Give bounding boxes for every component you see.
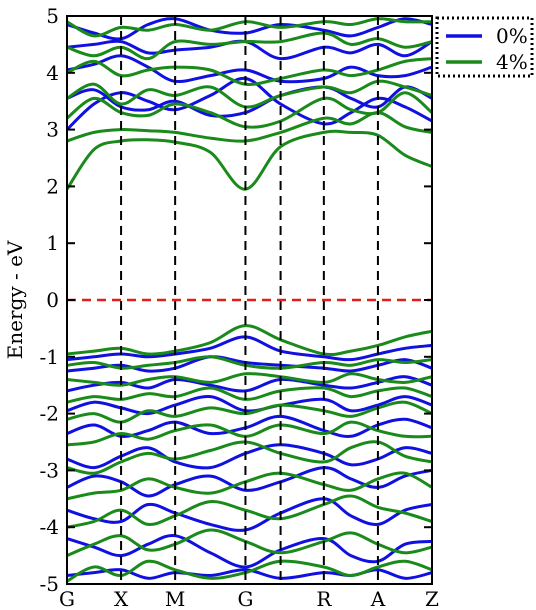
y-tick-label: 2	[46, 174, 59, 198]
x-tick-label: G	[59, 587, 75, 610]
y-tick-label: -4	[40, 515, 59, 539]
legend: 0% 4%	[435, 16, 534, 78]
y-tick-label: 4	[46, 61, 59, 85]
legend-label-4pct: 4%	[496, 50, 528, 74]
x-tick-label: A	[370, 587, 386, 610]
y-tick-label: -2	[40, 402, 59, 426]
x-tick-label: Z	[425, 587, 439, 610]
y-tick-label: -3	[40, 458, 59, 482]
x-tick-label: G	[237, 587, 253, 610]
y-axis-label: Energy - eV	[3, 240, 27, 359]
k-point-lines	[120, 16, 379, 584]
x-tick-label: M	[165, 587, 185, 610]
legend-box	[435, 16, 534, 78]
y-axis-ticks: -5 -4 -3 -2 -1 0 1 2 3 4 5	[40, 4, 432, 596]
x-tick-label: R	[316, 587, 332, 610]
y-tick-label: 5	[46, 4, 59, 28]
y-tick-label: -5	[40, 572, 59, 596]
band-line	[67, 494, 432, 529]
x-tick-label: X	[114, 587, 129, 610]
y-tick-label: -1	[40, 345, 59, 369]
y-tick-label: 0	[46, 288, 59, 312]
legend-label-0pct: 0%	[496, 24, 528, 48]
y-tick-label: 3	[46, 118, 59, 142]
band-line	[67, 568, 432, 580]
y-tick-label: 1	[46, 231, 59, 255]
